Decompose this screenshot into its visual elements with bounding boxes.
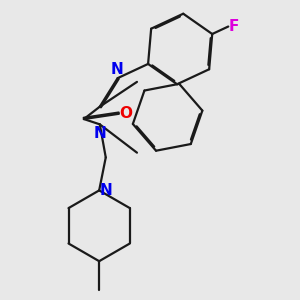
Text: N: N [94,126,107,141]
Text: N: N [111,62,124,77]
Text: F: F [229,19,239,34]
Text: O: O [119,106,133,121]
Text: N: N [100,183,113,198]
